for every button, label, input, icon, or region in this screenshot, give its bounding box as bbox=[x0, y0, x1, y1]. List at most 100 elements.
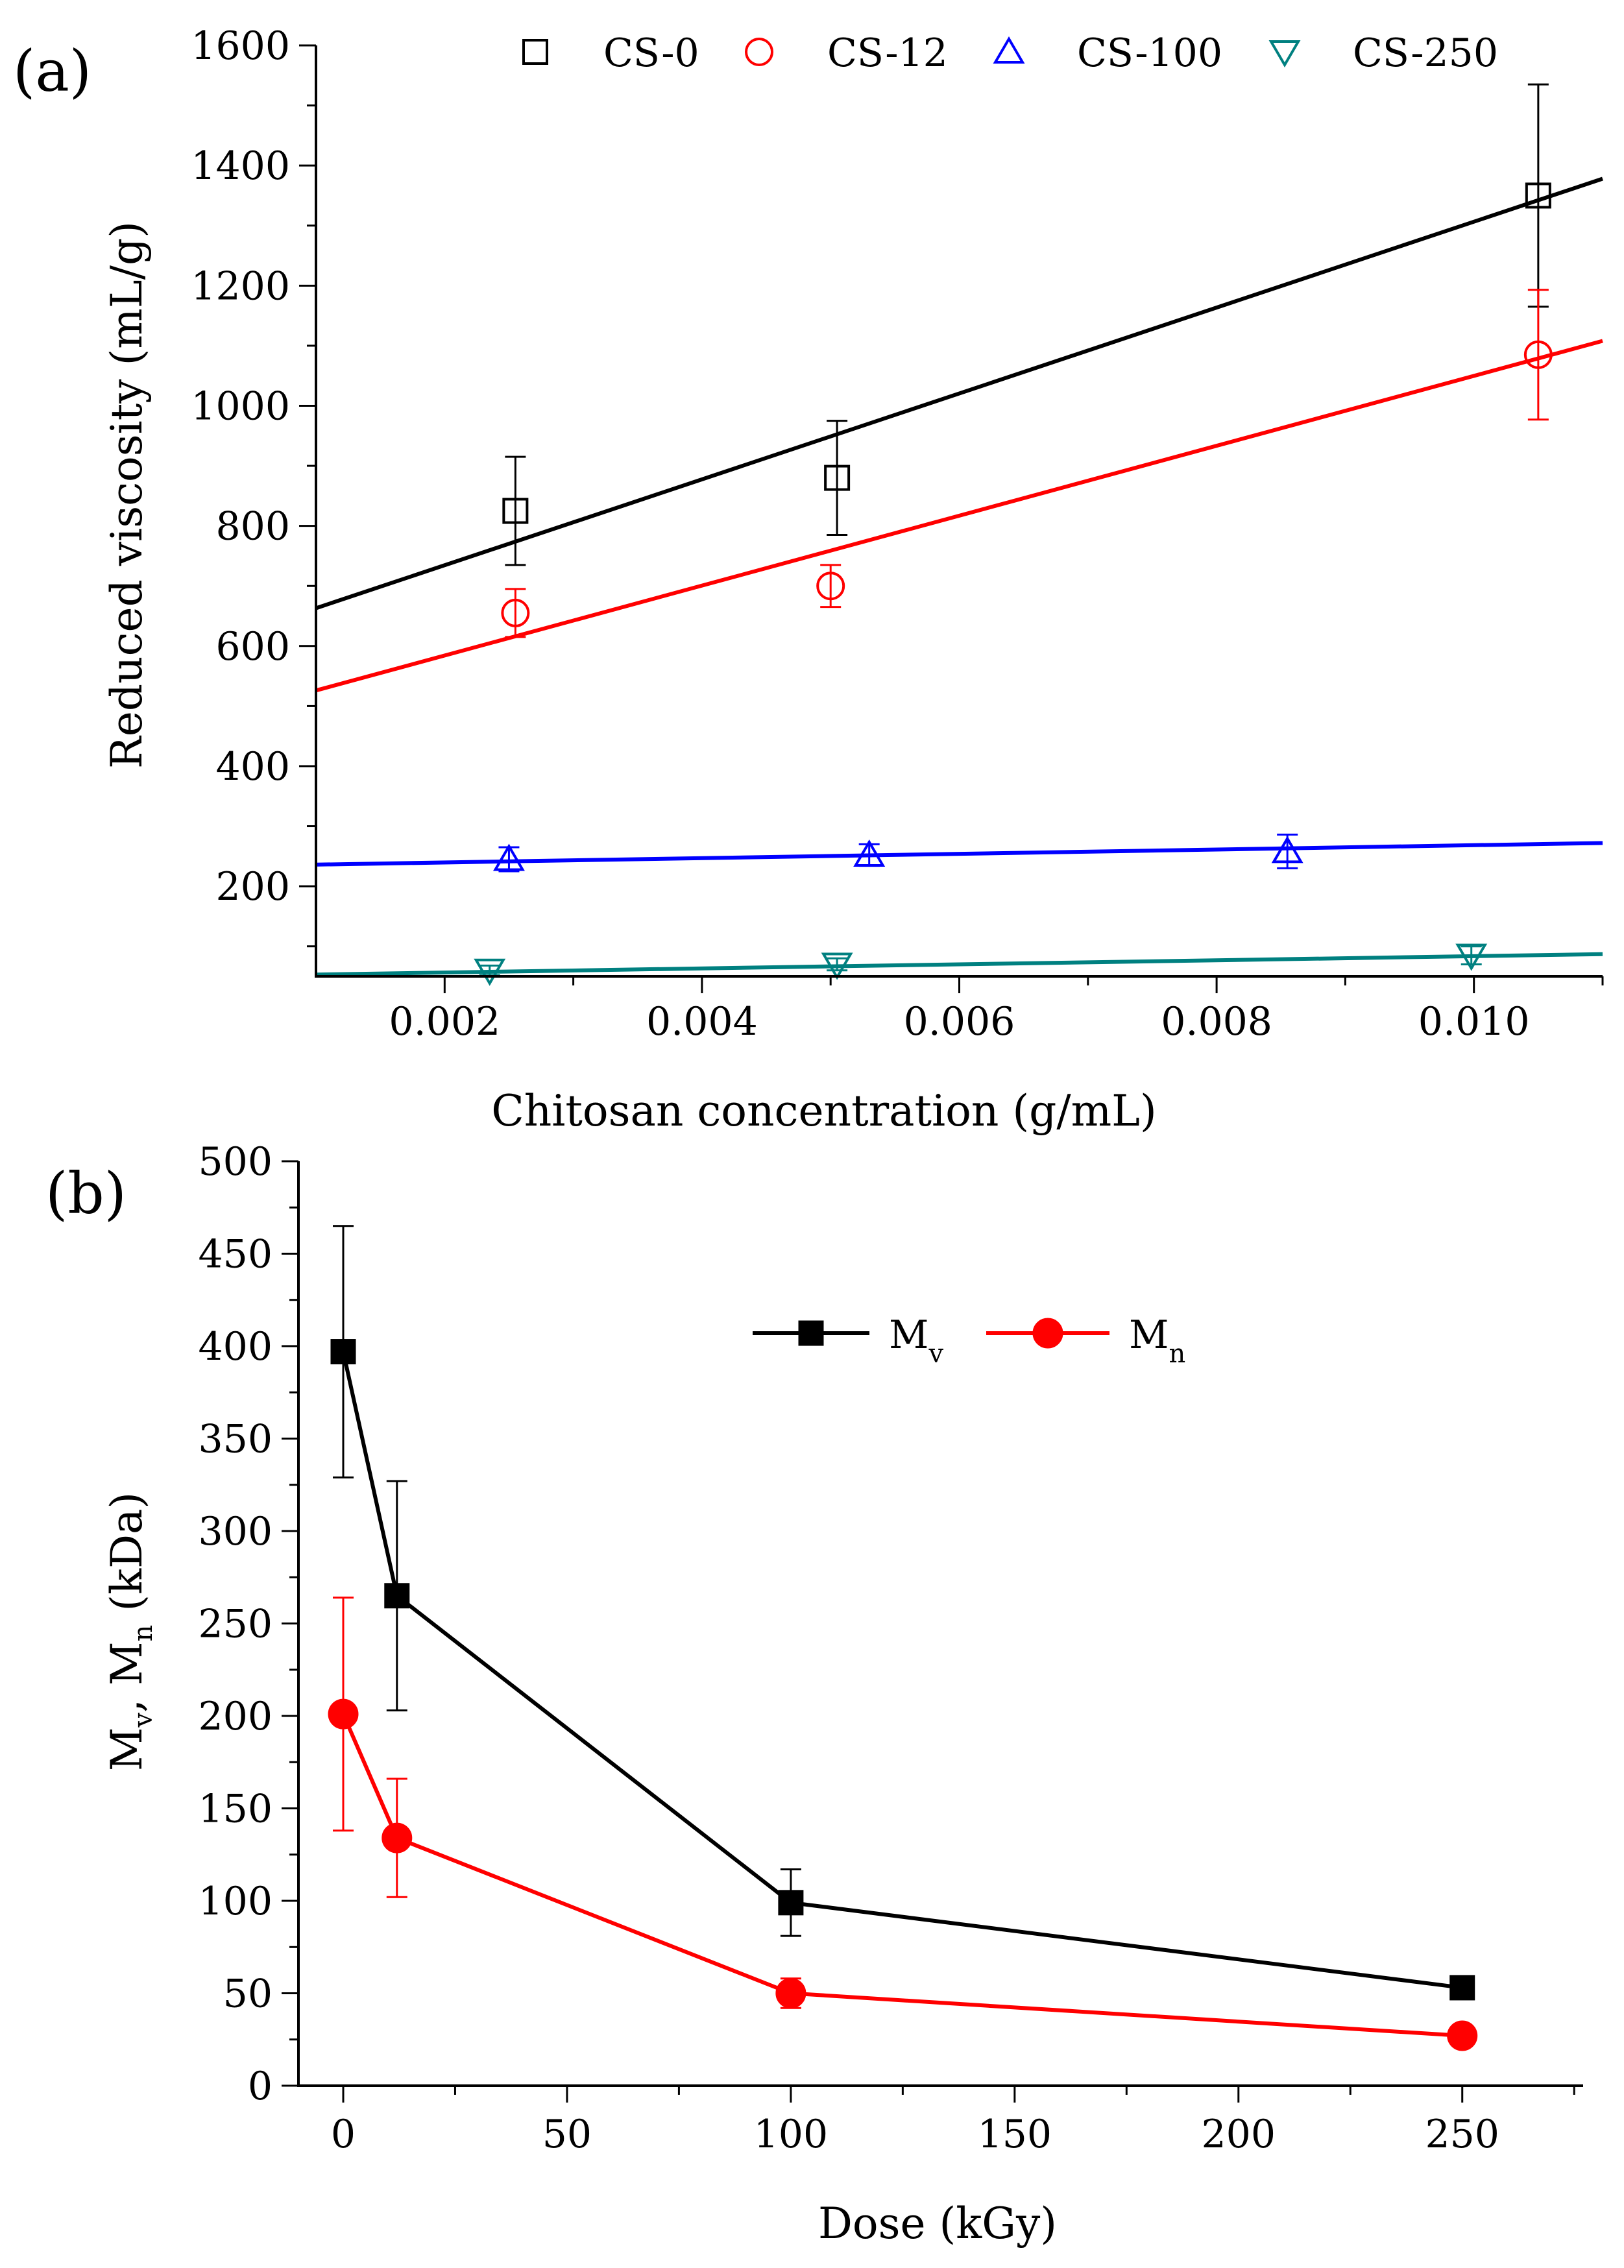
cs-250-error-bar bbox=[827, 957, 848, 972]
ylabel-sub-v: v bbox=[128, 1713, 158, 1728]
cs-12-fit-line bbox=[315, 339, 1603, 693]
y-tick-label: 450 bbox=[198, 1232, 273, 1277]
legend-marker-cs-100 bbox=[993, 36, 1025, 64]
panel-b-label: (b) bbox=[45, 1160, 127, 1227]
x-tick-label: 100 bbox=[754, 2112, 829, 2157]
legend-item-cs-250: CS-250 bbox=[1268, 30, 1498, 76]
y-tick-label: 500 bbox=[198, 1139, 273, 1185]
cs-250-data-point bbox=[821, 952, 853, 980]
x-tick-label: 0.004 bbox=[646, 999, 758, 1044]
legend-label-main: M bbox=[889, 1312, 928, 1358]
y-tick-label: 50 bbox=[223, 1972, 273, 2017]
y-tick-label: 1000 bbox=[191, 383, 290, 429]
legend-label-cs-12: CS-12 bbox=[827, 30, 948, 76]
x-tick-label: 150 bbox=[978, 2112, 1052, 2157]
ylabel-m2: , M bbox=[102, 1641, 152, 1713]
legend-marker-mn bbox=[1032, 1318, 1063, 1349]
cs-250-data-point bbox=[1455, 943, 1488, 971]
legend-label-main: M bbox=[1129, 1312, 1169, 1358]
panel-a-x-axis-title: Chitosan concentration (g/mL) bbox=[491, 1086, 1156, 1136]
y-tick-label: 600 bbox=[215, 624, 290, 670]
mv-series-line bbox=[341, 1351, 1463, 1990]
legend-marker-cs-0 bbox=[522, 39, 548, 65]
legend-label-mn: Mn bbox=[1129, 1312, 1185, 1369]
panel-a-y-tick-labels: 200 400 600 800 1000 1200 1400 1600 bbox=[191, 23, 290, 910]
y-tick-label: 200 bbox=[215, 864, 290, 910]
cs-12-error-bar bbox=[505, 588, 526, 638]
legend-label-subscript: v bbox=[928, 1339, 943, 1369]
cs-12-error-bar bbox=[820, 564, 842, 609]
y-tick-label: 250 bbox=[198, 1602, 273, 1647]
cs-100-fit-line bbox=[315, 841, 1603, 867]
cs-100-data-point bbox=[492, 843, 525, 871]
mv-data-point bbox=[330, 1339, 356, 1365]
x-tick-label: 0.006 bbox=[904, 999, 1015, 1044]
panel-a-ticks bbox=[299, 44, 1604, 993]
cs-12-data-point bbox=[501, 598, 530, 627]
mv-data-point bbox=[778, 1890, 804, 1916]
y-tick-label: 1400 bbox=[191, 143, 290, 189]
legend-item-mv: Mv bbox=[753, 1312, 943, 1369]
legend-label-cs-100: CS-100 bbox=[1077, 30, 1222, 76]
panel-a-data-points bbox=[474, 83, 1553, 986]
panel-b-series-lines bbox=[341, 1351, 1463, 2038]
legend-item-cs-0: CS-0 bbox=[522, 30, 699, 76]
cs-250-fit-line bbox=[315, 952, 1603, 977]
mv-data-point bbox=[1449, 1975, 1475, 2001]
panel-b-legend: Mv Mn bbox=[753, 1312, 1185, 1369]
panel-b-axis-frame bbox=[297, 1161, 1583, 2087]
panel-b-ticks bbox=[282, 1160, 1575, 2103]
panel-a-y-axis-title: Reduced viscosity (mL/g) bbox=[102, 221, 152, 769]
y-tick-label: 0 bbox=[248, 2064, 273, 2109]
panel-a-fit-lines bbox=[315, 176, 1603, 977]
x-tick-label: 200 bbox=[1202, 2112, 1276, 2157]
mn-series-line bbox=[341, 1713, 1462, 2038]
cs-0-data-point bbox=[1525, 182, 1551, 209]
y-tick-label: 350 bbox=[198, 1417, 273, 1462]
panel-b-x-axis-title: Dose (kGy) bbox=[818, 2199, 1057, 2249]
y-tick-label: 150 bbox=[198, 1787, 273, 1832]
legend-label-cs-0: CS-0 bbox=[603, 30, 699, 76]
panel-a-legend: CS-0 CS-12 CS-100 CS-250 bbox=[522, 30, 1498, 76]
cs-0-error-bar bbox=[505, 455, 526, 566]
ylabel-m1: M bbox=[102, 1728, 152, 1772]
y-tick-label: 400 bbox=[198, 1324, 273, 1369]
cs-250-data-point bbox=[474, 958, 506, 986]
cs-12-data-point bbox=[1523, 340, 1553, 369]
legend-marker-cs-250 bbox=[1268, 40, 1301, 67]
cs-100-data-point bbox=[853, 839, 886, 867]
y-tick-label: 400 bbox=[215, 744, 290, 790]
y-tick-label: 300 bbox=[198, 1509, 273, 1554]
legend-item-cs-12: CS-12 bbox=[745, 30, 948, 76]
cs-0-error-bar bbox=[827, 420, 848, 537]
cs-0-data-point bbox=[502, 498, 529, 524]
x-tick-label: 0.002 bbox=[389, 999, 500, 1044]
y-tick-label: 200 bbox=[198, 1694, 273, 1739]
legend-label-subscript: n bbox=[1169, 1339, 1185, 1369]
y-tick-label: 800 bbox=[215, 504, 290, 549]
cs-100-data-point bbox=[1271, 836, 1303, 863]
x-tick-label: 250 bbox=[1425, 2112, 1499, 2157]
mn-data-point bbox=[382, 1822, 413, 1853]
cs-12-error-bar bbox=[1527, 289, 1549, 421]
mn-data-point bbox=[1447, 2020, 1478, 2051]
panel-a-axis-frame bbox=[315, 45, 1603, 978]
cs-0-error-bar bbox=[1527, 83, 1549, 308]
ylabel-unit: (kDa) bbox=[102, 1492, 152, 1625]
legend-marker-cs-12 bbox=[745, 38, 773, 66]
y-tick-label: 100 bbox=[198, 1879, 273, 1924]
y-tick-label: 1600 bbox=[191, 23, 290, 69]
x-tick-label: 0.008 bbox=[1161, 999, 1272, 1044]
x-tick-label: 0 bbox=[331, 2112, 356, 2157]
cs-0-data-point bbox=[824, 464, 851, 491]
x-tick-label: 50 bbox=[542, 2112, 592, 2157]
panel-b-y-axis-title: Mv, Mn (kDa) bbox=[102, 1492, 158, 1771]
legend-item-cs-100: CS-100 bbox=[993, 30, 1222, 76]
mn-data-point bbox=[775, 1978, 806, 2009]
x-tick-label: 0.010 bbox=[1418, 999, 1530, 1044]
cs-0-fit-line bbox=[315, 176, 1603, 610]
cs-12-data-point bbox=[816, 572, 845, 601]
panel-a-label: (a) bbox=[13, 38, 91, 104]
y-tick-label: 1200 bbox=[191, 263, 290, 309]
